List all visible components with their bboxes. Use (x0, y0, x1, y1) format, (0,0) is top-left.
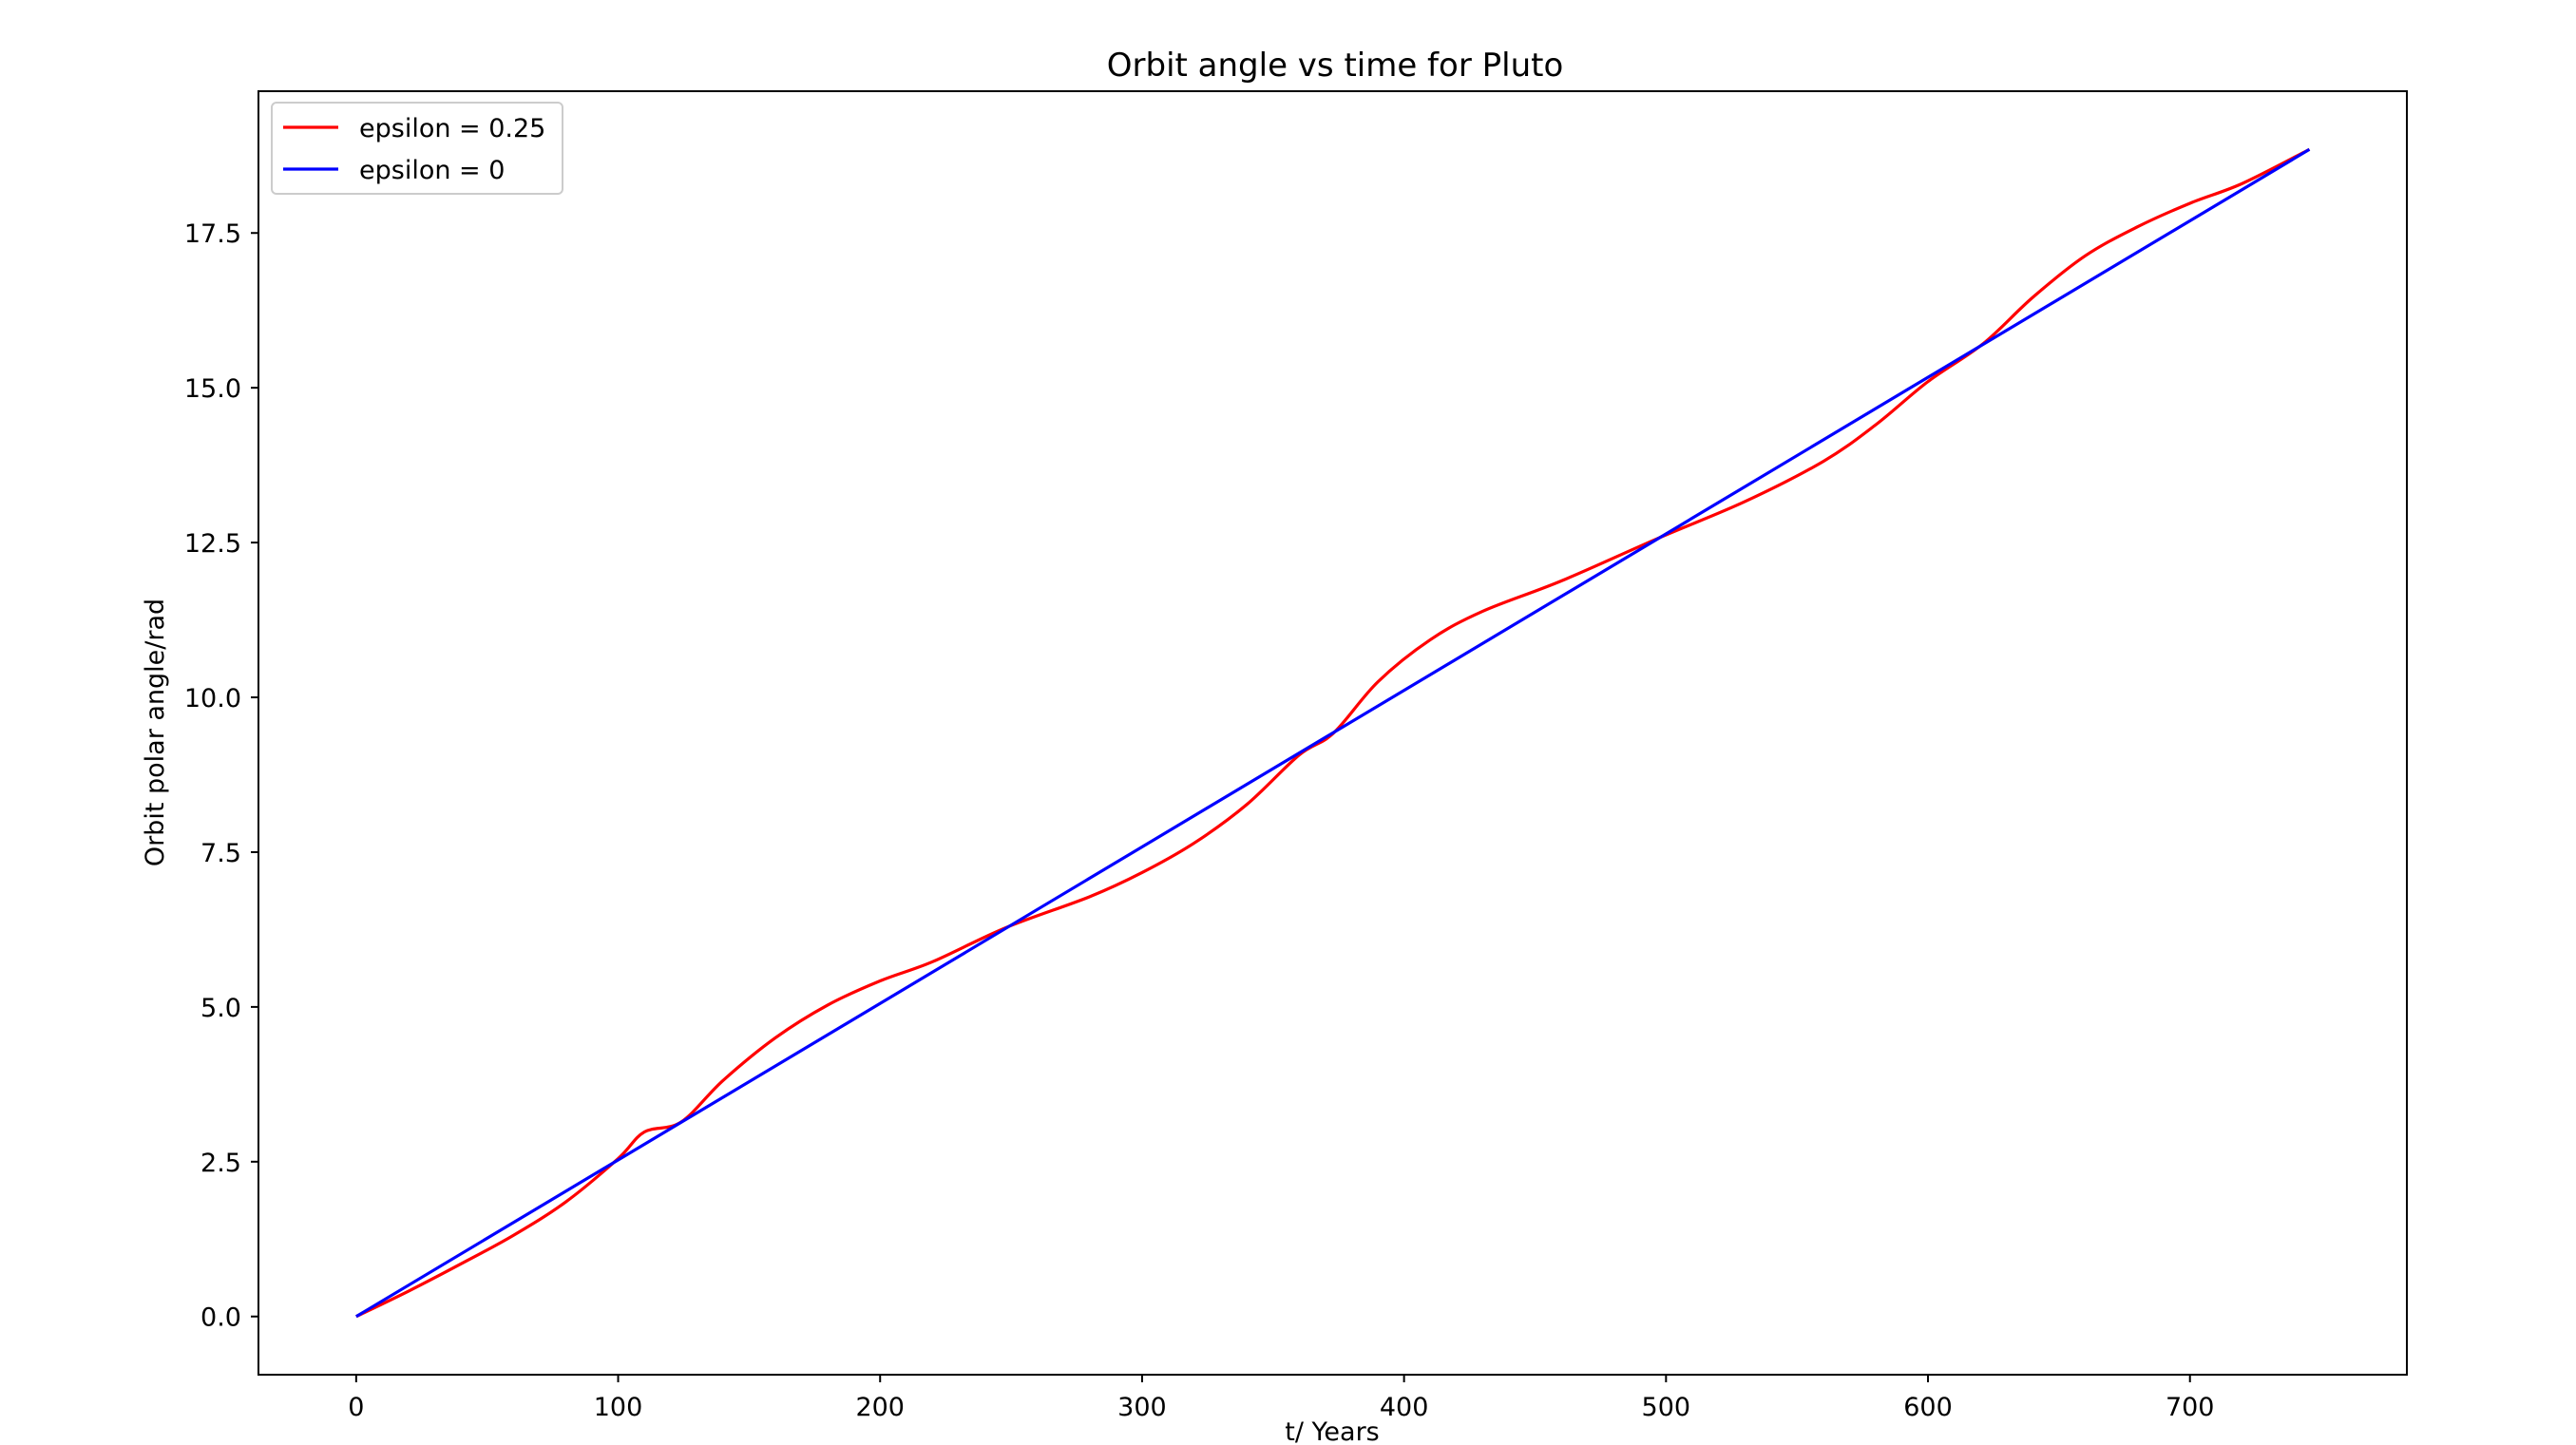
y-tick-label: 0.0 (200, 1303, 241, 1333)
legend: epsilon = 0.25 epsilon = 0 (271, 102, 563, 195)
x-tick-label: 700 (2166, 1393, 2215, 1422)
y-tick-label: 17.5 (184, 219, 241, 249)
chart-title: Orbit angle vs time for Pluto (1107, 47, 1564, 85)
legend-label-1: epsilon = 0.25 (359, 114, 545, 143)
x-tick-label: 600 (1903, 1393, 1953, 1422)
plot-series (355, 147, 2311, 1319)
x-tick-label: 200 (855, 1393, 905, 1422)
y-axis-ticks: 0.0 2.5 5.0 7.5 10.0 12.5 15.0 17.5 (184, 219, 258, 1333)
y-tick-label: 5.0 (200, 994, 241, 1023)
x-tick-label: 100 (594, 1393, 643, 1422)
x-tick-label: 300 (1117, 1393, 1167, 1422)
y-axis-label: Orbit polar angle/rad (141, 599, 170, 866)
legend-label-2: epsilon = 0 (359, 156, 505, 185)
x-axis-label: t/ Years (1285, 1417, 1380, 1445)
plot-frame (258, 90, 2408, 1376)
x-tick-label: 400 (1380, 1393, 1429, 1422)
x-tick-label: 500 (1642, 1393, 1691, 1422)
legend-entries: epsilon = 0.25 epsilon = 0 (283, 114, 545, 185)
legend-box (271, 102, 563, 195)
series-line-2 (355, 147, 2311, 1319)
y-tick-label: 15.0 (184, 374, 241, 404)
y-tick-label: 12.5 (184, 529, 241, 559)
x-axis-ticks: 0 100 200 300 400 500 600 700 (348, 1375, 2214, 1422)
y-tick-label: 10.0 (184, 684, 241, 713)
x-tick-label: 0 (348, 1393, 364, 1422)
y-tick-label: 2.5 (200, 1149, 241, 1178)
y-tick-label: 7.5 (200, 839, 241, 868)
